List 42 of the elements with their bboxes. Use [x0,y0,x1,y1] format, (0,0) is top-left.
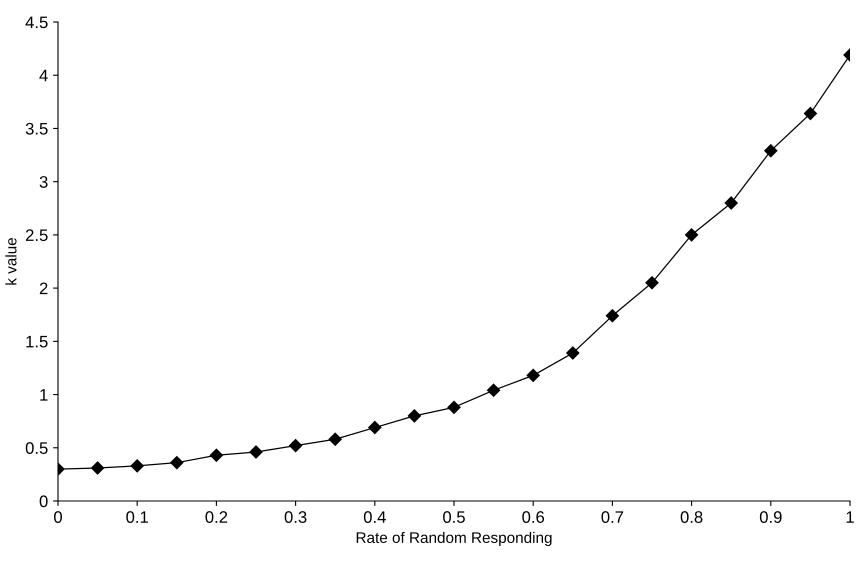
point [645,276,659,290]
y-tick-label: 4 [39,70,48,82]
x-tick-label: 0.4 [364,511,386,523]
x-tick-label: 0.3 [284,511,306,523]
y-tick-label: 2.5 [26,229,48,242]
point [447,400,461,414]
point [91,461,104,475]
point [606,309,619,322]
y-tick-label: 1 [40,389,48,401]
point [368,420,382,434]
point [526,368,540,382]
x-tick-label: 0.2 [205,511,228,523]
point [804,106,817,120]
x-tick-label: 1 [846,511,854,523]
point [685,228,698,242]
y-tick-label: 4.5 [25,16,48,28]
y-tick-label: 0 [40,495,48,508]
x-tick-label: 0 [54,511,62,523]
point [764,144,778,158]
x-tick-label: 0.5 [443,511,465,523]
point [566,346,580,360]
x-tick-label: 0.1 [126,511,148,523]
point [328,432,342,446]
x-tick-label: 0.7 [601,511,624,523]
point [487,384,500,397]
y-tick-label: 0.5 [26,442,48,454]
point [130,459,144,472]
x-tick-label: 0.9 [760,511,782,523]
y-tick-label: 3 [40,176,48,188]
y-axis-title: k value [5,238,17,285]
y-tick-label: 3.5 [26,122,48,135]
point [289,439,302,452]
point [408,409,421,422]
x-tick-label: 0.8 [680,511,702,523]
point [724,196,738,210]
y-tick-label: 2 [40,282,48,294]
point [170,456,184,470]
x-axis-title: Rate of Random Responding [356,532,552,546]
y-tick-label: 1.5 [26,336,48,348]
point [210,448,223,462]
point [249,445,263,459]
x-tick-label: 0.6 [522,511,544,523]
